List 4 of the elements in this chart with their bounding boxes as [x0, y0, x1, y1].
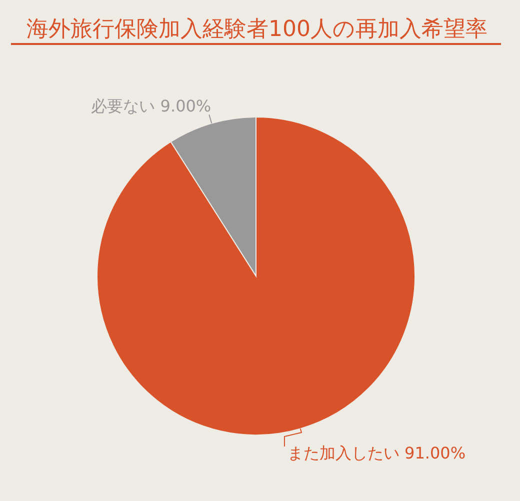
pie-slice: [96, 116, 416, 436]
slice-label: 必要ない 9.00%: [91, 96, 212, 116]
slice-label: また加入したい 91.00%: [287, 444, 466, 463]
chart-title: 海外旅行保険加入経験者100人の再加入希望率: [26, 17, 488, 42]
